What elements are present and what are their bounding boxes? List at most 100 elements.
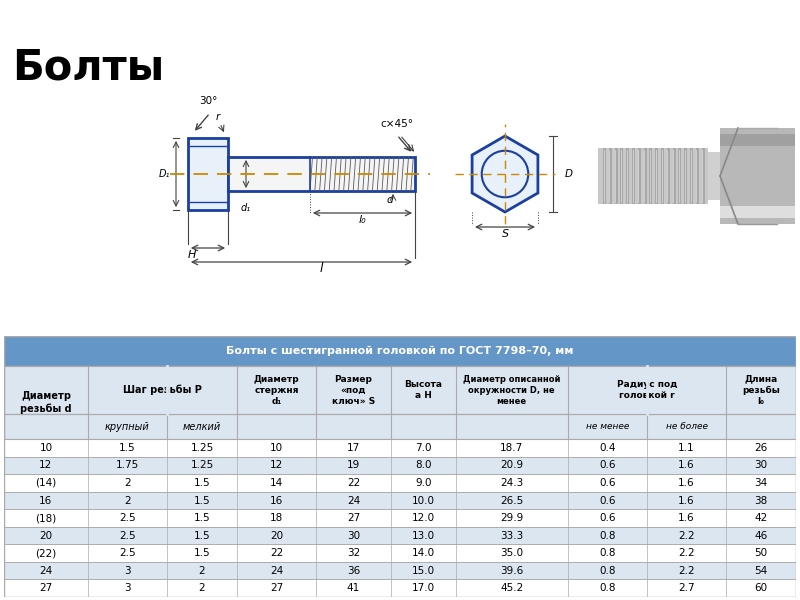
Text: 17.0: 17.0 [412, 583, 435, 593]
Text: 2.5: 2.5 [119, 548, 136, 558]
Text: l₀: l₀ [358, 215, 366, 225]
Text: 29.9: 29.9 [500, 513, 523, 523]
Text: 26.5: 26.5 [500, 496, 523, 506]
Text: 13.0: 13.0 [412, 530, 435, 541]
Bar [678, 148, 682, 204]
Text: 2.7: 2.7 [678, 583, 695, 593]
Text: 1.25: 1.25 [190, 443, 214, 453]
Text: H: H [188, 250, 196, 260]
Bar [4, 474, 796, 492]
Text: 1.5: 1.5 [194, 513, 210, 523]
Text: 27: 27 [270, 583, 283, 593]
Text: 9.0: 9.0 [415, 478, 431, 488]
Text: l: l [320, 262, 323, 275]
Text: 39.6: 39.6 [500, 566, 523, 575]
Text: Длина
резьбы
l₀: Длина резьбы l₀ [742, 374, 780, 406]
Text: Болты с шестигранной головкой по ГОСТ 7798–70, мм: Болты с шестигранной головкой по ГОСТ 77… [226, 346, 574, 356]
Text: 0.8: 0.8 [599, 566, 615, 575]
Text: 2: 2 [198, 566, 206, 575]
Text: 2.2: 2.2 [678, 566, 695, 575]
Text: 20: 20 [39, 530, 53, 541]
Text: 1.5: 1.5 [194, 496, 210, 506]
Text: 16: 16 [270, 496, 283, 506]
Bar [614, 148, 618, 204]
Text: 18: 18 [270, 513, 283, 523]
Text: не более: не более [666, 422, 707, 431]
Text: Болты: Болты [12, 46, 164, 88]
Text: 45.2: 45.2 [500, 583, 523, 593]
Text: Высота
а H: Высота а H [404, 380, 442, 400]
Text: 18.7: 18.7 [500, 443, 523, 453]
Text: 1.1: 1.1 [678, 443, 695, 453]
Text: Радиус под
головкой r: Радиус под головкой r [617, 380, 677, 400]
Text: r: r [216, 112, 220, 122]
Text: 36: 36 [346, 566, 360, 575]
Text: 8.0: 8.0 [415, 460, 431, 470]
Text: Шаг резьбы Р: Шаг резьбы Р [123, 385, 202, 395]
Text: Диаметр
стержня
d₁: Диаметр стержня d₁ [254, 374, 299, 406]
Text: D: D [565, 169, 573, 179]
Bar [4, 527, 796, 544]
Bar [4, 366, 796, 414]
Bar [708, 152, 723, 200]
Bar [720, 128, 795, 224]
Text: 41: 41 [346, 583, 360, 593]
Bar [4, 580, 796, 597]
Text: 2: 2 [124, 478, 130, 488]
Text: 0.6: 0.6 [599, 460, 615, 470]
Text: мелкий: мелкий [183, 422, 221, 431]
Text: (14): (14) [35, 478, 57, 488]
Text: 2: 2 [198, 583, 206, 593]
Text: 38: 38 [754, 496, 768, 506]
Bar [655, 148, 658, 204]
Text: 27: 27 [346, 513, 360, 523]
Bar [228, 157, 415, 191]
Bar [4, 562, 796, 580]
Text: 30: 30 [754, 460, 768, 470]
Text: 27: 27 [39, 583, 53, 593]
Text: 1.6: 1.6 [678, 478, 695, 488]
Text: крупный: крупный [105, 422, 150, 431]
Text: 1.6: 1.6 [678, 460, 695, 470]
Text: 46: 46 [754, 530, 768, 541]
Text: 1.5: 1.5 [119, 443, 136, 453]
Text: 15.0: 15.0 [412, 566, 435, 575]
Text: 10: 10 [39, 443, 53, 453]
Text: 1.5: 1.5 [194, 478, 210, 488]
Text: 20: 20 [270, 530, 283, 541]
Bar [720, 134, 795, 146]
Bar [4, 492, 796, 509]
Text: (18): (18) [35, 513, 57, 523]
Text: 0.8: 0.8 [599, 548, 615, 558]
Bar [609, 148, 612, 204]
Bar [4, 457, 796, 474]
Bar [4, 509, 796, 527]
Text: d₁: d₁ [241, 203, 251, 213]
Text: 24.3: 24.3 [500, 478, 523, 488]
Text: 42: 42 [754, 513, 768, 523]
Text: 12.0: 12.0 [412, 513, 435, 523]
Text: 10: 10 [270, 443, 283, 453]
Text: 32: 32 [346, 548, 360, 558]
Text: 35.0: 35.0 [500, 548, 523, 558]
Text: 14.0: 14.0 [412, 548, 435, 558]
Polygon shape [472, 136, 538, 212]
Text: 0.6: 0.6 [599, 496, 615, 506]
Text: 3: 3 [124, 566, 130, 575]
Bar [4, 414, 796, 439]
Text: 0.4: 0.4 [599, 443, 615, 453]
Text: 0.8: 0.8 [599, 530, 615, 541]
Bar [626, 148, 630, 204]
Text: 1.6: 1.6 [678, 496, 695, 506]
Text: 3: 3 [124, 583, 130, 593]
Text: 33.3: 33.3 [500, 530, 523, 541]
Text: 1.5: 1.5 [194, 548, 210, 558]
Text: 7.0: 7.0 [415, 443, 431, 453]
Text: 26: 26 [754, 443, 768, 453]
Text: 60: 60 [754, 583, 768, 593]
Text: 30: 30 [347, 530, 360, 541]
Bar [702, 148, 705, 204]
Bar [4, 336, 796, 366]
Text: 1.6: 1.6 [678, 513, 695, 523]
Text: 0.6: 0.6 [599, 478, 615, 488]
